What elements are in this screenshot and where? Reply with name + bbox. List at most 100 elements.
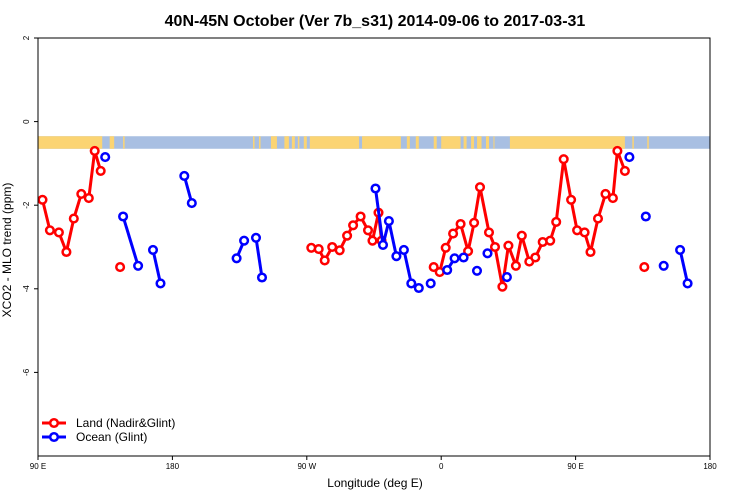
data-point bbox=[76, 188, 87, 199]
data-point bbox=[89, 145, 100, 156]
data-point bbox=[497, 281, 508, 292]
surface-bar bbox=[38, 136, 710, 149]
chart-title: 40N-45N October (Ver 7b_s31) 2014-09-06 … bbox=[165, 13, 586, 30]
data-point bbox=[425, 278, 436, 289]
data-point bbox=[61, 246, 72, 258]
data-point bbox=[250, 232, 262, 243]
surface-bar-land bbox=[486, 136, 489, 149]
data-point bbox=[44, 225, 55, 236]
data-point bbox=[558, 154, 569, 165]
data-point bbox=[155, 278, 166, 289]
data-point bbox=[612, 145, 623, 156]
surface-bar-land bbox=[647, 136, 649, 149]
surface-bar-land bbox=[38, 136, 103, 149]
data-point bbox=[600, 188, 611, 199]
data-point bbox=[474, 182, 486, 193]
y-axis-label: XCO2 - MLO trend (ppm) bbox=[0, 183, 14, 318]
x-tick-label: 180 bbox=[703, 462, 717, 471]
data-point bbox=[619, 165, 630, 176]
data-point bbox=[458, 252, 469, 263]
surface-bar-land bbox=[109, 136, 115, 149]
series-line bbox=[678, 249, 690, 284]
surface-bar-land bbox=[259, 136, 261, 149]
data-point bbox=[455, 218, 466, 230]
data-point bbox=[313, 244, 324, 255]
surface-bar-land bbox=[291, 136, 295, 149]
series-ocean bbox=[100, 152, 693, 294]
data-point bbox=[147, 244, 159, 255]
x-tick-label: 90 E bbox=[30, 462, 46, 471]
data-point bbox=[501, 272, 512, 283]
data-point bbox=[448, 228, 459, 239]
data-point bbox=[100, 152, 111, 163]
data-point bbox=[118, 211, 129, 222]
series-line bbox=[121, 216, 140, 267]
data-point bbox=[551, 216, 562, 227]
y-tick-label: 0 bbox=[22, 119, 31, 124]
data-point bbox=[471, 265, 483, 276]
data-point bbox=[585, 246, 596, 258]
data-point bbox=[53, 227, 64, 238]
data-point bbox=[186, 198, 197, 209]
series-layer bbox=[37, 145, 693, 294]
data-point bbox=[334, 245, 345, 256]
series-land bbox=[37, 145, 650, 292]
data-point bbox=[510, 260, 521, 271]
data-point bbox=[115, 262, 126, 273]
data-point bbox=[95, 165, 106, 176]
surface-bar-land bbox=[477, 136, 482, 149]
data-point bbox=[530, 252, 541, 263]
surface-bar-land bbox=[463, 136, 467, 149]
x-tick-label: 0 bbox=[439, 462, 444, 471]
surface-bar-land bbox=[362, 136, 401, 149]
x-tick-label: 90 E bbox=[567, 462, 583, 471]
legend-label: Ocean (Glint) bbox=[76, 430, 147, 444]
series-line bbox=[374, 188, 420, 290]
data-point bbox=[516, 230, 527, 241]
series-line bbox=[151, 249, 162, 284]
data-point bbox=[362, 225, 374, 236]
x-axis-label: Longitude (deg E) bbox=[327, 476, 422, 490]
y-tick-label: 2 bbox=[22, 35, 31, 40]
surface-bar-land bbox=[406, 136, 410, 149]
series-line bbox=[254, 237, 264, 278]
surface-bar-land bbox=[433, 136, 437, 149]
data-point bbox=[413, 282, 424, 294]
surface-bar-land bbox=[303, 136, 307, 149]
data-point bbox=[83, 193, 94, 204]
data-point bbox=[682, 278, 693, 289]
data-point bbox=[469, 217, 480, 228]
data-point bbox=[566, 194, 577, 205]
x-tick-label: 180 bbox=[166, 462, 180, 471]
data-point bbox=[463, 246, 474, 257]
x-axis: 90 E 180 90 W 0 90 E 180 bbox=[30, 456, 717, 471]
surface-bar-land bbox=[415, 136, 419, 149]
data-point bbox=[482, 248, 493, 259]
data-point bbox=[319, 255, 330, 266]
y-tick-label: -6 bbox=[22, 368, 31, 376]
data-point bbox=[179, 170, 190, 181]
data-point bbox=[545, 235, 556, 246]
surface-bar-land bbox=[441, 136, 461, 149]
data-point bbox=[607, 193, 618, 204]
surface-bar-land bbox=[253, 136, 255, 149]
surface-bar-land bbox=[471, 136, 475, 149]
data-point bbox=[675, 244, 686, 255]
data-point bbox=[639, 262, 650, 273]
data-point bbox=[367, 235, 378, 246]
y-tick-label: -2 bbox=[22, 201, 31, 209]
data-point bbox=[449, 253, 460, 264]
legend-marker bbox=[48, 431, 60, 443]
data-point bbox=[440, 242, 451, 253]
data-point bbox=[579, 227, 590, 238]
data-point bbox=[483, 227, 495, 238]
data-point bbox=[442, 264, 453, 276]
data-point bbox=[133, 260, 144, 271]
data-point bbox=[348, 220, 359, 231]
data-point bbox=[377, 239, 389, 250]
surface-bar-land bbox=[632, 136, 634, 149]
surface-bar-land bbox=[123, 136, 125, 149]
surface-bar-land bbox=[284, 136, 289, 149]
data-point bbox=[231, 253, 242, 264]
